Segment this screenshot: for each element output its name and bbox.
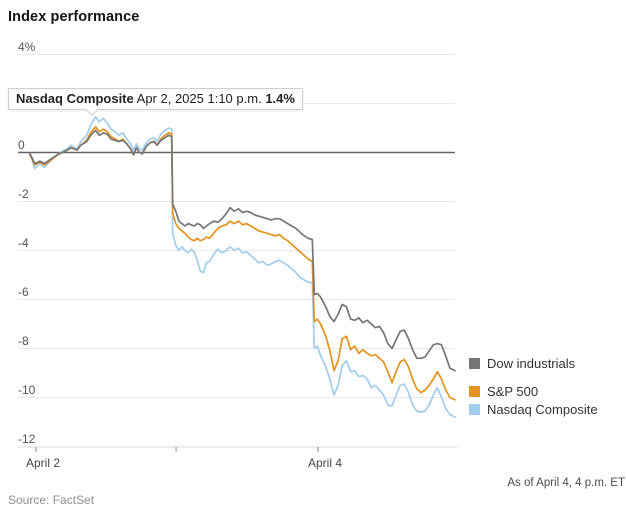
y-tick-label: -2 (18, 187, 29, 201)
y-tick-label: -6 (18, 285, 29, 299)
chart-title: Index performance (8, 9, 140, 25)
tooltip-value: 1.4% (265, 91, 295, 106)
series-line-s-p-500[interactable] (29, 125, 456, 401)
legend-item-sp-500: S&P 500 (469, 383, 539, 399)
series-line-nasdaq-composite[interactable] (29, 116, 456, 418)
legend-label: Nasdaq Composite (487, 401, 598, 417)
legend-item-dow-industrials: Dow industrials (469, 355, 576, 371)
legend-swatch-sp500 (469, 385, 480, 397)
y-tick-label: -4 (18, 236, 29, 250)
chart-tooltip: Nasdaq Composite Apr 2, 2025 1:10 p.m. 1… (8, 88, 303, 117)
legend-swatch-nasdaq (469, 403, 480, 415)
legend-item-nasdaq-composite: Nasdaq Composite (469, 401, 598, 417)
legend-label: Dow industrials (487, 355, 576, 371)
y-tick-label: -12 (18, 432, 36, 446)
x-tick-label: April 4 (307, 456, 342, 470)
tooltip-series-name: Nasdaq Composite (16, 91, 134, 106)
source-note: Source: FactSet (8, 493, 95, 507)
as-of-note: As of April 4, 4 p.m. ET (507, 477, 625, 489)
legend-swatch-dow (469, 357, 480, 369)
y-tick-label: 4% (18, 40, 36, 54)
tooltip-datetime: Apr 2, 2025 1:10 p.m. (136, 91, 262, 106)
y-tick-label: -8 (18, 334, 29, 348)
y-tick-label: -10 (18, 383, 36, 397)
series-line-dow-industrials[interactable] (29, 129, 456, 372)
x-tick-label: April 2 (25, 456, 60, 470)
legend-label: S&P 500 (487, 383, 539, 399)
y-tick-label: 0 (18, 138, 25, 152)
